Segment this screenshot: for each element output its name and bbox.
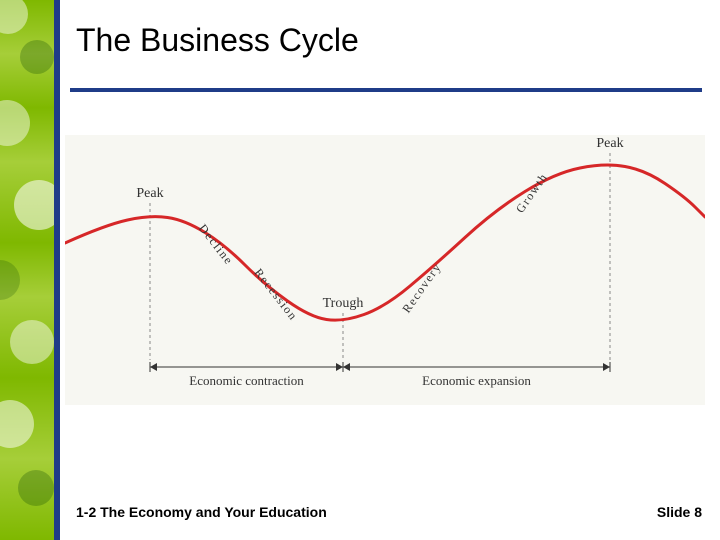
title-underline (70, 88, 702, 92)
page-title: The Business Cycle (76, 22, 359, 59)
decorative-sidebar (0, 0, 54, 540)
svg-text:Decline: Decline (196, 221, 236, 267)
svg-text:Peak: Peak (596, 136, 623, 151)
svg-text:Economic contraction: Economic contraction (189, 373, 304, 388)
chart-svg: PeakTroughPeakDeclineRecessionRecoveryGr… (65, 135, 705, 405)
content-area: The Business Cycle Peak Trough Peak Decline… (60, 0, 720, 540)
slide: The Business Cycle Peak Trough Peak Decline… (0, 0, 720, 540)
svg-text:Economic expansion: Economic expansion (422, 373, 531, 388)
svg-text:Growth: Growth (513, 170, 551, 215)
svg-text:Recession: Recession (252, 266, 301, 324)
business-cycle-chart: PeakTroughPeakDeclineRecessionRecoveryGr… (65, 135, 705, 405)
svg-text:Peak: Peak (136, 186, 163, 201)
svg-text:Trough: Trough (323, 296, 364, 311)
footer-slide-number: Slide 8 (657, 504, 702, 520)
footer-section-label: 1-2 The Economy and Your Education (76, 504, 327, 520)
